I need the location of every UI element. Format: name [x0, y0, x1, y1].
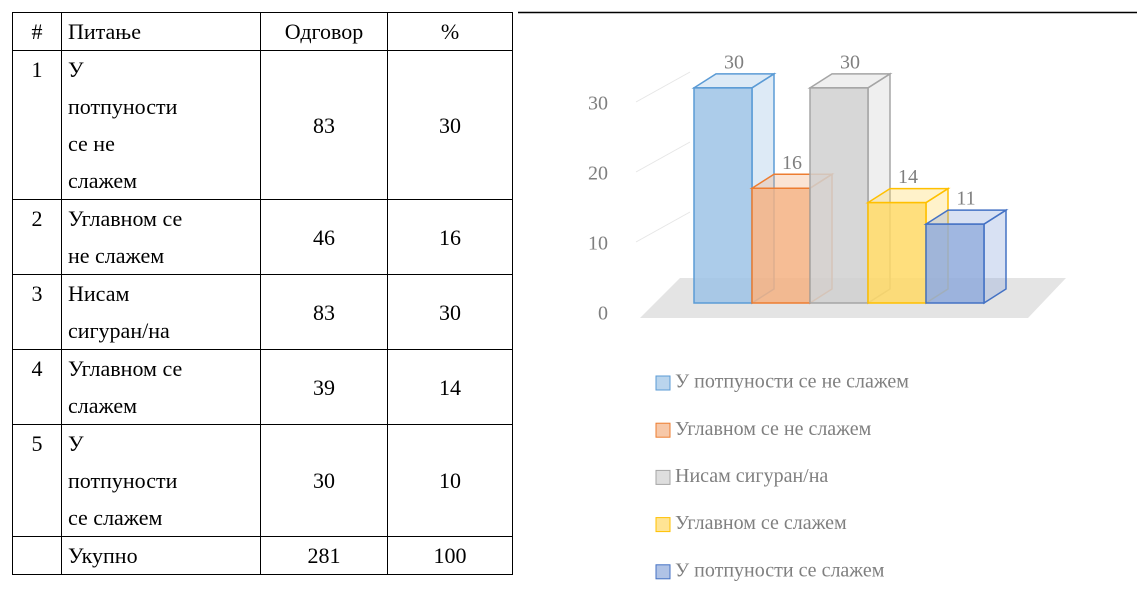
cell-text: Нисам сигуран/на [68, 281, 170, 343]
cell: Нисам сигуран/на [61, 274, 261, 350]
data-label: 14 [898, 166, 918, 188]
y-tick-label: 10 [588, 233, 608, 255]
data-table: # Питање Одговор% 1 У потпуности се не слаже… [12, 12, 513, 575]
cell: Углавном се слажем [61, 349, 261, 425]
y-tick-label: 20 [588, 163, 608, 185]
cell: 281 [260, 536, 388, 575]
legend-swatch [655, 469, 671, 485]
legend-swatch [655, 422, 671, 438]
bar-front [809, 87, 869, 304]
data-label: 30 [724, 51, 744, 73]
legend-swatch [655, 517, 671, 533]
legend-label: Углавном се слажем [675, 512, 847, 534]
y-tick-label: 30 [588, 93, 608, 115]
table-row: 3 Нисам сигуран/на 83 30 [12, 274, 513, 350]
cell: 16 [387, 199, 513, 275]
legend-label: У потпуности се слажем [675, 559, 885, 581]
cell-text: Укупно [68, 543, 138, 568]
cell-text: Углавном се не слажем [68, 206, 183, 268]
bar-front [693, 87, 753, 304]
legend-swatch [655, 564, 671, 580]
cell: 3 [12, 274, 62, 350]
bar-side [983, 208, 1007, 305]
legend-label: Углавном се не слажем [675, 418, 872, 440]
cell: У потпуности се не слажем [61, 50, 261, 200]
cell: 100 [387, 536, 513, 575]
bar-front [925, 223, 985, 304]
grid-line [635, 71, 691, 103]
legend-label: Нисам сигуран/на [675, 465, 828, 487]
y-tick-label: 0 [598, 303, 608, 325]
cell: 4 [12, 349, 62, 425]
cell: 30 [387, 50, 513, 200]
cell: Углавном се не слажем [61, 199, 261, 275]
cell: 39 [260, 349, 388, 425]
cell: 1 [12, 50, 62, 200]
grid-line [635, 211, 691, 243]
cell-text: Углавном се слажем [68, 356, 183, 418]
header-cell: # [12, 12, 62, 51]
header-row: # Питање Одговор% [12, 12, 513, 51]
cell: 30 [260, 424, 388, 537]
data-label: 11 [956, 188, 975, 210]
cell-text: У потпуности се слажем [68, 431, 178, 530]
legend-label: У потпуности се не слажем [675, 371, 909, 393]
cell-text: У потпуности се не слажем [68, 57, 178, 193]
data-label: 30 [840, 51, 860, 73]
bar [923, 208, 1009, 305]
data-label: 16 [782, 152, 802, 174]
cell [12, 536, 62, 575]
cell: 30 [387, 274, 513, 350]
grid-line [635, 141, 691, 173]
bar-front [867, 201, 927, 304]
legend-swatch [655, 375, 671, 391]
cell: 83 [260, 274, 388, 350]
cell: 83 [260, 50, 388, 200]
cell: 2 [12, 199, 62, 275]
table-row: 2 Углавном се не слажем 46 16 [12, 199, 513, 275]
table-row: 4 Углавном се слажем 39 14 [12, 349, 513, 425]
bar-front [751, 187, 811, 304]
table-row: Укупно 281 100 [12, 536, 513, 575]
cell: Укупно [61, 536, 261, 575]
